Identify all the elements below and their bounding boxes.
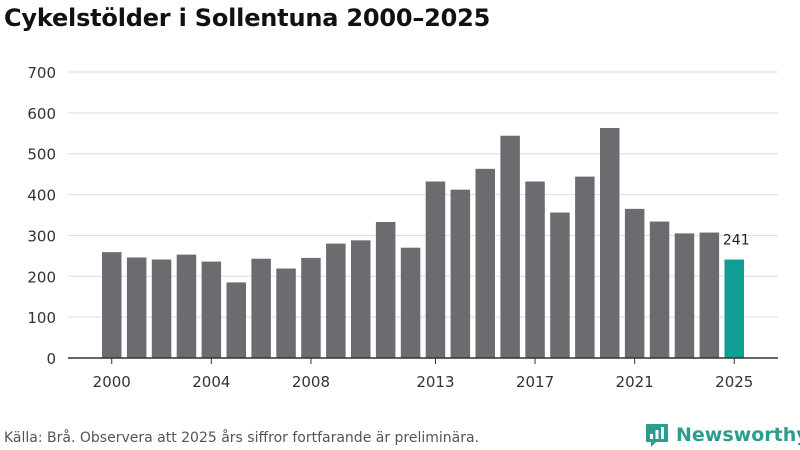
bar-2002: [151, 259, 172, 358]
x-tick-label: 2008: [292, 373, 330, 391]
source-note: Källa: Brå. Observera att 2025 års siffr…: [4, 430, 480, 446]
bar-2022: [649, 221, 670, 358]
x-tick-label: 2021: [616, 373, 654, 391]
chart-title: Cykelstölder i Sollentuna 2000–2025: [4, 4, 491, 32]
bar-2004: [201, 261, 222, 358]
bar-2020: [600, 127, 620, 358]
bar-2013: [425, 181, 446, 358]
bar-2006: [251, 258, 271, 358]
x-tick-label: 2013: [416, 373, 454, 391]
bar-2012: [400, 247, 421, 358]
bar-2008: [301, 257, 321, 358]
bar-2016: [500, 135, 520, 358]
bar-2019: [575, 176, 595, 358]
y-tick-label: 700: [27, 64, 56, 82]
y-tick-label: 600: [27, 105, 56, 123]
bar-2018: [550, 212, 570, 358]
x-tick-label: 2017: [516, 373, 554, 391]
y-tick-label: 300: [27, 227, 56, 245]
bar-2021: [624, 208, 645, 358]
y-tick-label: 0: [46, 350, 56, 368]
data-label: 241: [723, 233, 750, 249]
x-tick-label: 2004: [192, 373, 230, 391]
bar-2001: [126, 257, 147, 358]
y-tick-label: 400: [27, 187, 56, 205]
bar-2000: [102, 252, 122, 358]
bar-chart-logo-icon: [646, 424, 668, 447]
bar-2025: [724, 259, 744, 358]
x-tick-label: 2025: [715, 373, 753, 391]
bar-2009: [326, 243, 346, 358]
brand-logo: Newsworthy: [644, 422, 800, 448]
bar-2011: [375, 221, 396, 358]
bar-2015: [475, 168, 495, 358]
y-tick-label: 500: [27, 146, 56, 164]
bar-2010: [351, 240, 371, 358]
bar-2005: [226, 282, 246, 358]
bar-2023: [674, 233, 695, 358]
bar-2003: [176, 254, 197, 358]
brand-name: Newsworthy: [676, 424, 800, 446]
bar-2024: [699, 232, 720, 358]
bar-2017: [525, 181, 545, 358]
bar-2007: [276, 268, 296, 358]
x-tick-label: 2000: [93, 373, 131, 391]
y-tick-label: 100: [27, 309, 56, 327]
bar-2014: [450, 189, 471, 358]
y-tick-label: 200: [27, 268, 56, 286]
